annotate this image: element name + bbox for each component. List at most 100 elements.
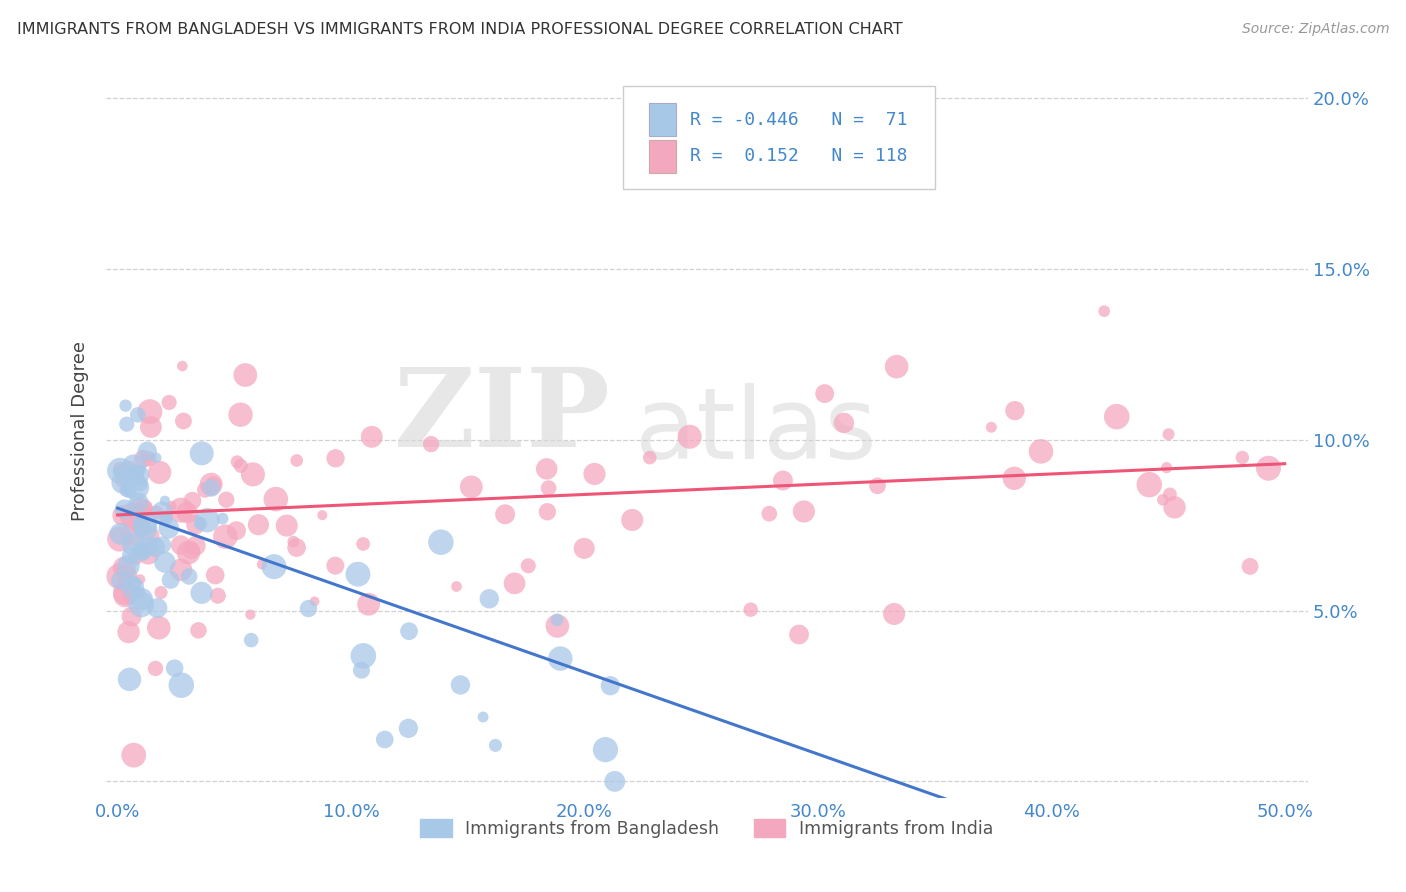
Point [114,585,136,599]
Point [1156,460,1178,475]
Point [536,462,558,476]
Point [595,742,617,756]
Point [159,573,181,587]
Point [311,508,333,523]
Point [283,534,305,549]
Point [121,609,143,624]
Point [114,502,136,516]
Point [143,540,166,554]
Point [108,532,131,546]
Point [181,493,204,508]
Point [117,559,139,574]
Point [180,543,202,558]
Y-axis label: Professional Degree: Professional Degree [72,342,89,521]
Point [1157,427,1180,442]
Point [980,420,1002,434]
Point [599,679,621,693]
Point [398,624,420,639]
Point [264,492,287,507]
Point [132,451,155,466]
Point [229,458,252,473]
Point [150,585,173,599]
Point [114,399,136,413]
Point [128,542,150,557]
Point [446,580,468,594]
Point [233,368,256,382]
Text: atlas: atlas [636,383,876,480]
Text: IMMIGRANTS FROM BANGLADESH VS IMMIGRANTS FROM INDIA PROFESSIONAL DEGREE CORRELAT: IMMIGRANTS FROM BANGLADESH VS IMMIGRANTS… [17,22,903,37]
Point [357,597,380,611]
Point [1105,409,1128,424]
Point [546,613,568,627]
Point [1152,492,1174,507]
Point [118,483,141,497]
Point [128,586,150,600]
Point [200,477,222,491]
Point [537,481,560,495]
Point [215,492,238,507]
Point [200,481,222,495]
Point [276,518,298,533]
Point [638,450,661,465]
Point [814,386,837,401]
Point [150,505,173,519]
Point [148,621,170,635]
Point [172,414,194,428]
Point [202,477,225,491]
FancyBboxPatch shape [650,140,676,173]
Point [122,537,145,551]
Point [146,601,169,615]
Point [536,505,558,519]
Point [190,516,212,531]
Point [772,474,794,488]
Point [240,633,263,648]
Point [136,444,159,458]
Point [138,539,160,553]
Point [239,607,262,622]
Point [396,722,419,736]
Point [111,475,134,490]
Point [111,508,134,523]
Point [121,508,143,522]
Point [484,739,506,753]
Point [883,607,905,621]
Point [225,524,247,538]
Point [247,517,270,532]
Point [129,477,152,491]
Point [207,589,229,603]
Point [204,568,226,582]
Point [129,573,152,587]
Point [478,591,501,606]
Point [1137,477,1160,491]
Point [131,519,153,533]
Point [263,559,285,574]
Point [127,408,149,422]
Point [472,710,495,724]
Point [107,464,129,478]
Point [138,451,160,466]
Point [449,678,471,692]
Point [118,589,141,603]
Point [787,627,810,641]
Point [120,549,142,563]
Point [603,774,626,789]
Point [176,506,198,520]
Point [546,619,568,633]
Point [108,464,131,478]
Point [134,501,156,516]
Point [170,563,193,577]
Point [127,465,149,479]
Point [1163,500,1185,515]
Point [125,518,148,533]
Point [184,539,207,553]
Point [242,467,264,482]
Point [350,663,373,677]
Point [583,467,606,481]
Point [148,466,170,480]
Text: R = -0.446   N =  71: R = -0.446 N = 71 [690,111,908,128]
Point [139,404,162,418]
Point [170,678,193,692]
Point [793,504,815,518]
Point [352,537,374,551]
Point [195,513,218,527]
